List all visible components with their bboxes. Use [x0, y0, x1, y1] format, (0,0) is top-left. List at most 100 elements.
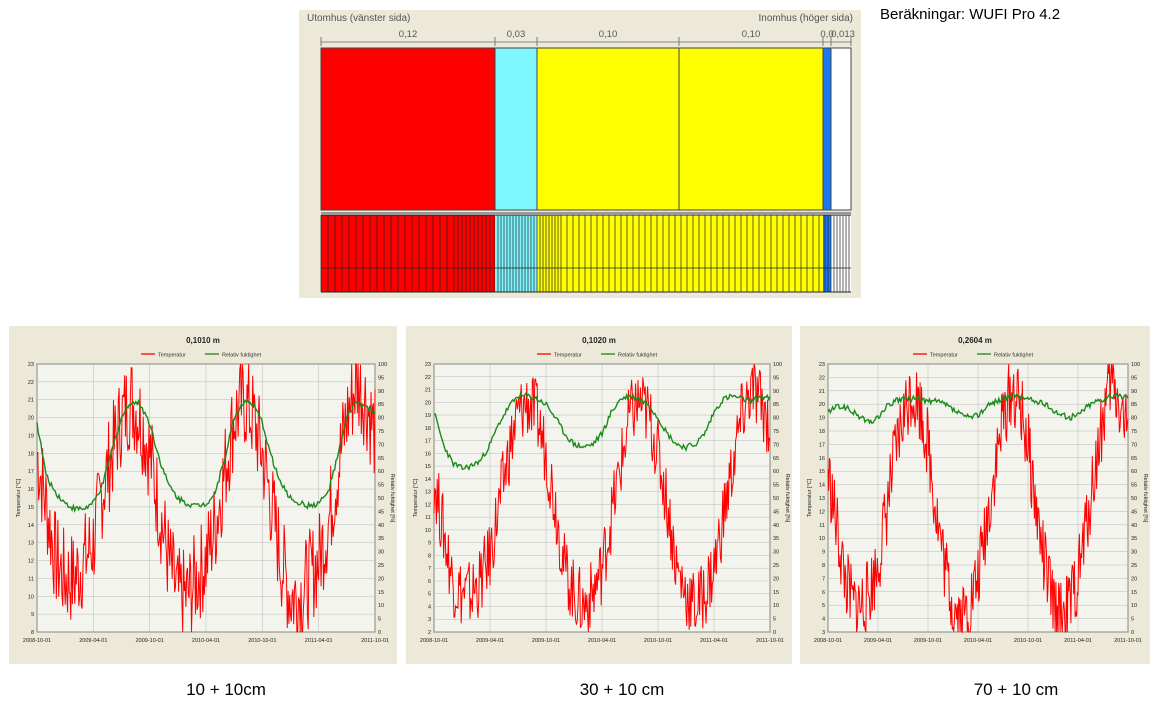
- y-tick-left: 13: [28, 541, 34, 547]
- y-tick-right: 55: [1131, 483, 1137, 489]
- y-tick-left: 3: [428, 617, 431, 623]
- y-tick-left: 8: [428, 553, 431, 559]
- y-tick-right: 75: [1131, 429, 1137, 435]
- wall-assembly-diagram: Utomhus (vänster sida) Inomhus (höger si…: [307, 13, 855, 293]
- x-tick-label: 2008-10-01: [420, 638, 448, 644]
- y-tick-right: 70: [378, 442, 384, 448]
- x-tick-label: 2010-10-01: [248, 638, 276, 644]
- y-tick-left: 16: [819, 456, 825, 462]
- y-tick-right: 25: [1131, 563, 1137, 569]
- y-tick-left: 22: [425, 375, 431, 381]
- y-axis-label-left: Temperatur [°C]: [413, 478, 419, 517]
- y-tick-left: 22: [819, 375, 825, 381]
- y-tick-right: 0: [773, 630, 776, 636]
- y-tick-left: 4: [822, 617, 825, 623]
- y-tick-right: 60: [1131, 469, 1137, 475]
- x-tick-label: 2010-10-01: [1014, 638, 1042, 644]
- y-tick-left: 7: [822, 576, 825, 582]
- x-tick-label: 2009-04-01: [476, 638, 504, 644]
- y-tick-left: 14: [28, 523, 34, 529]
- y-tick-right: 40: [378, 523, 384, 529]
- y-tick-right: 25: [378, 563, 384, 569]
- y-tick-left: 3: [822, 630, 825, 636]
- grid-block-5: [823, 215, 831, 292]
- layer-block-1: [320, 47, 496, 211]
- y-tick-left: 20: [425, 400, 431, 406]
- y-tick-left: 17: [425, 439, 431, 445]
- y-tick-right: 10: [378, 603, 384, 609]
- y-tick-left: 17: [28, 469, 34, 475]
- layer-block-6: [830, 47, 852, 211]
- y-tick-right: 100: [378, 362, 387, 368]
- y-tick-left: 18: [819, 429, 825, 435]
- y-axis-label-left: Temperatur [°C]: [16, 478, 22, 517]
- layer-block-2: [494, 47, 538, 211]
- y-tick-left: 21: [425, 388, 431, 394]
- y-tick-right: 100: [1131, 362, 1140, 368]
- y-tick-right: 15: [378, 590, 384, 596]
- x-tick-label: 2010-04-01: [588, 638, 616, 644]
- legend-label-temperature: Temperatur: [158, 353, 186, 359]
- y-tick-right: 95: [773, 375, 779, 381]
- calculation-credit: Beräkningar: WUFI Pro 4.2: [880, 6, 1061, 23]
- y-tick-left: 23: [425, 362, 431, 368]
- y-tick-right: 15: [1131, 590, 1137, 596]
- y-tick-left: 9: [822, 550, 825, 556]
- y-tick-right: 55: [378, 483, 384, 489]
- y-tick-left: 20: [28, 416, 34, 422]
- x-tick-label: 2009-04-01: [79, 638, 107, 644]
- y-tick-right: 35: [773, 536, 779, 542]
- legend-label-humidity: Relativ fuktighet: [222, 353, 262, 359]
- y-tick-right: 70: [1131, 442, 1137, 448]
- y-tick-right: 90: [378, 389, 384, 395]
- legend-label-humidity: Relativ fuktighet: [618, 353, 658, 359]
- x-tick-label: 2011-04-01: [305, 638, 333, 644]
- x-tick-label: 2009-10-01: [914, 638, 942, 644]
- y-tick-right: 45: [378, 509, 384, 515]
- y-tick-left: 15: [28, 505, 34, 511]
- y-tick-left: 10: [425, 528, 431, 534]
- x-tick-label: 2008-10-01: [23, 638, 51, 644]
- y-tick-left: 19: [425, 413, 431, 419]
- y-tick-left: 14: [425, 477, 431, 483]
- y-tick-left: 19: [28, 433, 34, 439]
- y-tick-right: 30: [378, 550, 384, 556]
- y-tick-right: 5: [773, 617, 776, 623]
- x-tick-label: 2011-10-01: [756, 638, 784, 644]
- chart-1: 0,1010 m Temperatur Relativ fuktighet 8 9 10 1…: [9, 326, 397, 664]
- y-tick-left: 21: [28, 398, 34, 404]
- y-tick-right: 70: [773, 442, 779, 448]
- y-tick-left: 10: [819, 536, 825, 542]
- y-tick-left: 20: [819, 402, 825, 408]
- y-tick-right: 90: [1131, 389, 1137, 395]
- y-axis-label-right: Relativ fuktighet [%]: [389, 474, 395, 523]
- y-tick-right: 15: [773, 590, 779, 596]
- y-tick-right: 80: [1131, 416, 1137, 422]
- y-tick-right: 10: [773, 603, 779, 609]
- y-tick-left: 12: [425, 502, 431, 508]
- y-tick-left: 12: [819, 509, 825, 515]
- y-tick-left: 11: [819, 523, 825, 529]
- y-tick-left: 15: [819, 469, 825, 475]
- layer-thickness-2: 0,03: [507, 29, 526, 40]
- y-tick-right: 45: [1131, 509, 1137, 515]
- y-tick-right: 85: [773, 402, 779, 408]
- y-tick-right: 35: [1131, 536, 1137, 542]
- y-tick-right: 40: [773, 523, 779, 529]
- y-tick-right: 85: [1131, 402, 1137, 408]
- y-tick-left: 11: [425, 515, 431, 521]
- y-tick-right: 5: [378, 617, 381, 623]
- y-tick-left: 16: [425, 451, 431, 457]
- chart-title: 0,1010 m: [186, 336, 220, 345]
- y-tick-left: 9: [428, 541, 431, 547]
- charts-area: 0,1010 m Temperatur Relativ fuktighet 8 9 10 1…: [9, 326, 1150, 664]
- y-tick-right: 0: [378, 630, 381, 636]
- grid-block-4: [679, 215, 823, 292]
- outside-label: Utomhus (vänster sida): [307, 13, 410, 24]
- y-tick-left: 9: [31, 612, 34, 618]
- y-tick-right: 95: [378, 375, 384, 381]
- y-tick-left: 2: [428, 630, 431, 636]
- layer-thickness-1: 0,12: [399, 29, 418, 40]
